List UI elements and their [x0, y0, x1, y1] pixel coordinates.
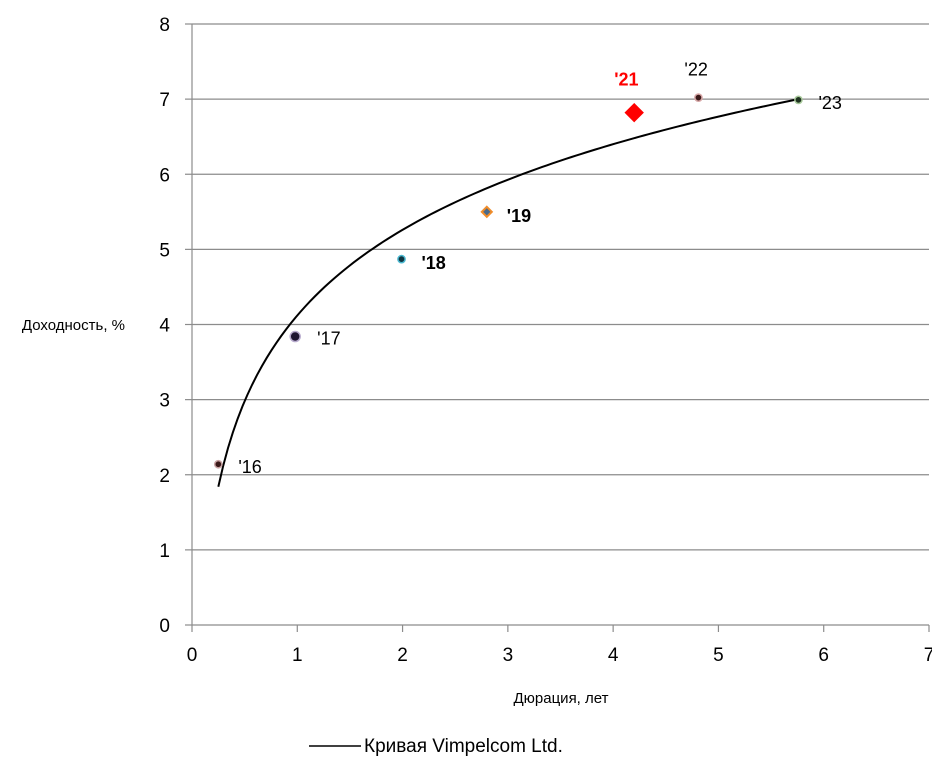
- legend: Кривая Vimpelcom Ltd.: [309, 736, 563, 757]
- x-tick-label-4: 4: [608, 645, 619, 666]
- grid-lines: [192, 23, 929, 551]
- point-labels: '16 '17 '18 '19 '21 '22 '23: [238, 60, 842, 478]
- x-axis-title: Дюрация, лет: [514, 690, 609, 707]
- point-17: [289, 330, 301, 343]
- point-22: [694, 93, 703, 102]
- x-tick-label-3: 3: [503, 645, 514, 666]
- data-points: [213, 93, 803, 469]
- axes: [185, 23, 930, 632]
- x-tick-label-5: 5: [713, 645, 724, 666]
- y-axis-title: Доходность, %: [22, 317, 125, 334]
- y-tick-label-3: 3: [159, 391, 170, 412]
- y-tick-label-1: 1: [159, 541, 170, 562]
- curve-line: [217, 98, 799, 487]
- point-label-21: '21: [614, 70, 638, 90]
- y-tick-label-6: 6: [159, 165, 170, 186]
- y-tick-label-8: 8: [159, 15, 170, 36]
- point-label-23: '23: [818, 93, 841, 113]
- x-tick-labels: 0 1 2 3 4 5 6 7: [187, 645, 932, 666]
- y-tick-label-4: 4: [159, 316, 170, 337]
- point-23: [794, 95, 803, 105]
- point-21: [624, 102, 644, 123]
- x-tick-label-7: 7: [924, 645, 932, 666]
- point-18: [397, 254, 406, 264]
- point-label-18: '18: [422, 253, 446, 273]
- x-tick-label-2: 2: [397, 645, 408, 666]
- point-16: [213, 459, 223, 469]
- curve-series: [217, 98, 799, 487]
- point-label-16: '16: [238, 457, 261, 477]
- point-label-17: '17: [317, 329, 340, 349]
- y-tick-labels: 0 1 2 3 4 5 6 7 8: [159, 15, 170, 637]
- point-19: [480, 205, 494, 219]
- x-tick-label-6: 6: [818, 645, 829, 666]
- x-tick-label-1: 1: [292, 645, 303, 666]
- point-label-22: '22: [684, 60, 707, 80]
- y-tick-label-0: 0: [159, 616, 170, 637]
- point-label-19: '19: [507, 206, 531, 226]
- y-tick-label-7: 7: [159, 90, 170, 111]
- y-tick-label-2: 2: [159, 466, 170, 487]
- legend-label: Кривая Vimpelcom Ltd.: [364, 736, 563, 757]
- x-tick-label-0: 0: [187, 645, 198, 666]
- y-tick-label-5: 5: [159, 240, 170, 261]
